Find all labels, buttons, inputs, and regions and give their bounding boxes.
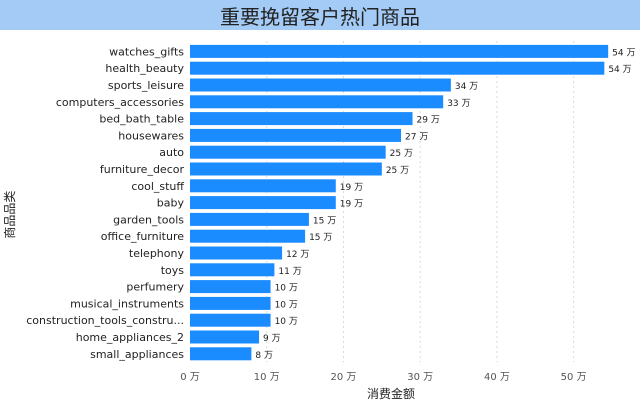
x-tick-label: 30 万 — [407, 372, 433, 383]
bar — [190, 44, 609, 58]
category-label: office_furniture — [101, 230, 184, 243]
category-label: small_appliances — [90, 348, 184, 361]
bar — [190, 95, 444, 109]
category-label: computers_accessories — [56, 96, 184, 109]
category-label: baby — [157, 197, 185, 210]
value-label: 12 万 — [286, 250, 309, 260]
category-label: toys — [161, 264, 185, 277]
bar — [190, 263, 275, 277]
value-label: 9 万 — [263, 334, 281, 344]
bar — [190, 112, 413, 126]
x-axis-title: 消费金额 — [367, 386, 415, 401]
bar — [190, 229, 306, 243]
bar — [190, 296, 271, 310]
value-label: 10 万 — [275, 284, 298, 294]
category-label: furniture_decor — [100, 163, 185, 176]
value-label: 19 万 — [340, 183, 363, 193]
x-tick-label: 10 万 — [254, 372, 280, 383]
x-tick-label: 50 万 — [561, 372, 587, 383]
bar — [190, 246, 283, 260]
bar — [190, 61, 605, 75]
value-label: 27 万 — [405, 132, 428, 142]
x-tick-label: 0 万 — [180, 372, 200, 383]
chart-title: 重要挽留客户热门商品 — [220, 4, 420, 29]
category-label: bed_bath_table — [99, 113, 184, 126]
category-labels: watches_gifts health_beauty sports_leisure… — [26, 45, 184, 360]
category-label: perfumery — [126, 281, 184, 294]
value-label: 15 万 — [313, 216, 336, 226]
category-label: cool_stuff — [131, 180, 184, 193]
value-label: 34 万 — [455, 82, 478, 92]
y-axis-title: 商品品类 — [2, 191, 17, 239]
category-label: watches_gifts — [109, 45, 184, 58]
category-label: home_appliances_2 — [76, 331, 184, 344]
value-label: 29 万 — [417, 116, 440, 126]
value-label: 10 万 — [275, 317, 298, 327]
value-label: 54 万 — [608, 65, 631, 75]
category-label: auto — [159, 146, 184, 159]
bar — [190, 179, 336, 193]
bar — [190, 196, 336, 210]
bar — [190, 280, 271, 294]
x-tick-label: 20 万 — [331, 372, 357, 383]
value-label: 8 万 — [255, 351, 273, 361]
value-labels: 54 万 54 万 34 万 33 万 29 万 27 万 25 万 25 万 19 万 19 万… — [255, 48, 635, 360]
category-label: housewares — [118, 129, 184, 142]
category-label: health_beauty — [105, 62, 184, 75]
value-label: 54 万 — [612, 48, 635, 58]
bar — [190, 212, 309, 226]
value-label: 33 万 — [447, 99, 470, 109]
bar — [190, 145, 386, 159]
bar — [190, 330, 260, 344]
chart-title-bar: 重要挽留客户热门商品 — [0, 0, 640, 30]
value-label: 15 万 — [309, 233, 332, 243]
bar — [190, 128, 401, 142]
bar — [190, 162, 382, 176]
bar — [190, 347, 252, 361]
value-label: 11 万 — [278, 267, 301, 277]
x-tick-label: 40 万 — [484, 372, 510, 383]
category-label: telephony — [129, 247, 185, 260]
category-label: sports_leisure — [108, 79, 184, 92]
value-label: 25 万 — [386, 166, 409, 176]
bars — [190, 44, 609, 361]
value-label: 19 万 — [340, 200, 363, 210]
category-label: musical_instruments — [70, 297, 184, 310]
category-label: garden_tools — [113, 213, 184, 226]
category-label: construction_tools_constru... — [26, 314, 184, 327]
value-label: 10 万 — [275, 300, 298, 310]
bar — [190, 78, 451, 92]
x-tick-labels: 0 万 10 万 20 万 30 万 40 万 50 万 — [180, 372, 586, 383]
bar — [190, 313, 271, 327]
value-label: 25 万 — [390, 149, 413, 159]
